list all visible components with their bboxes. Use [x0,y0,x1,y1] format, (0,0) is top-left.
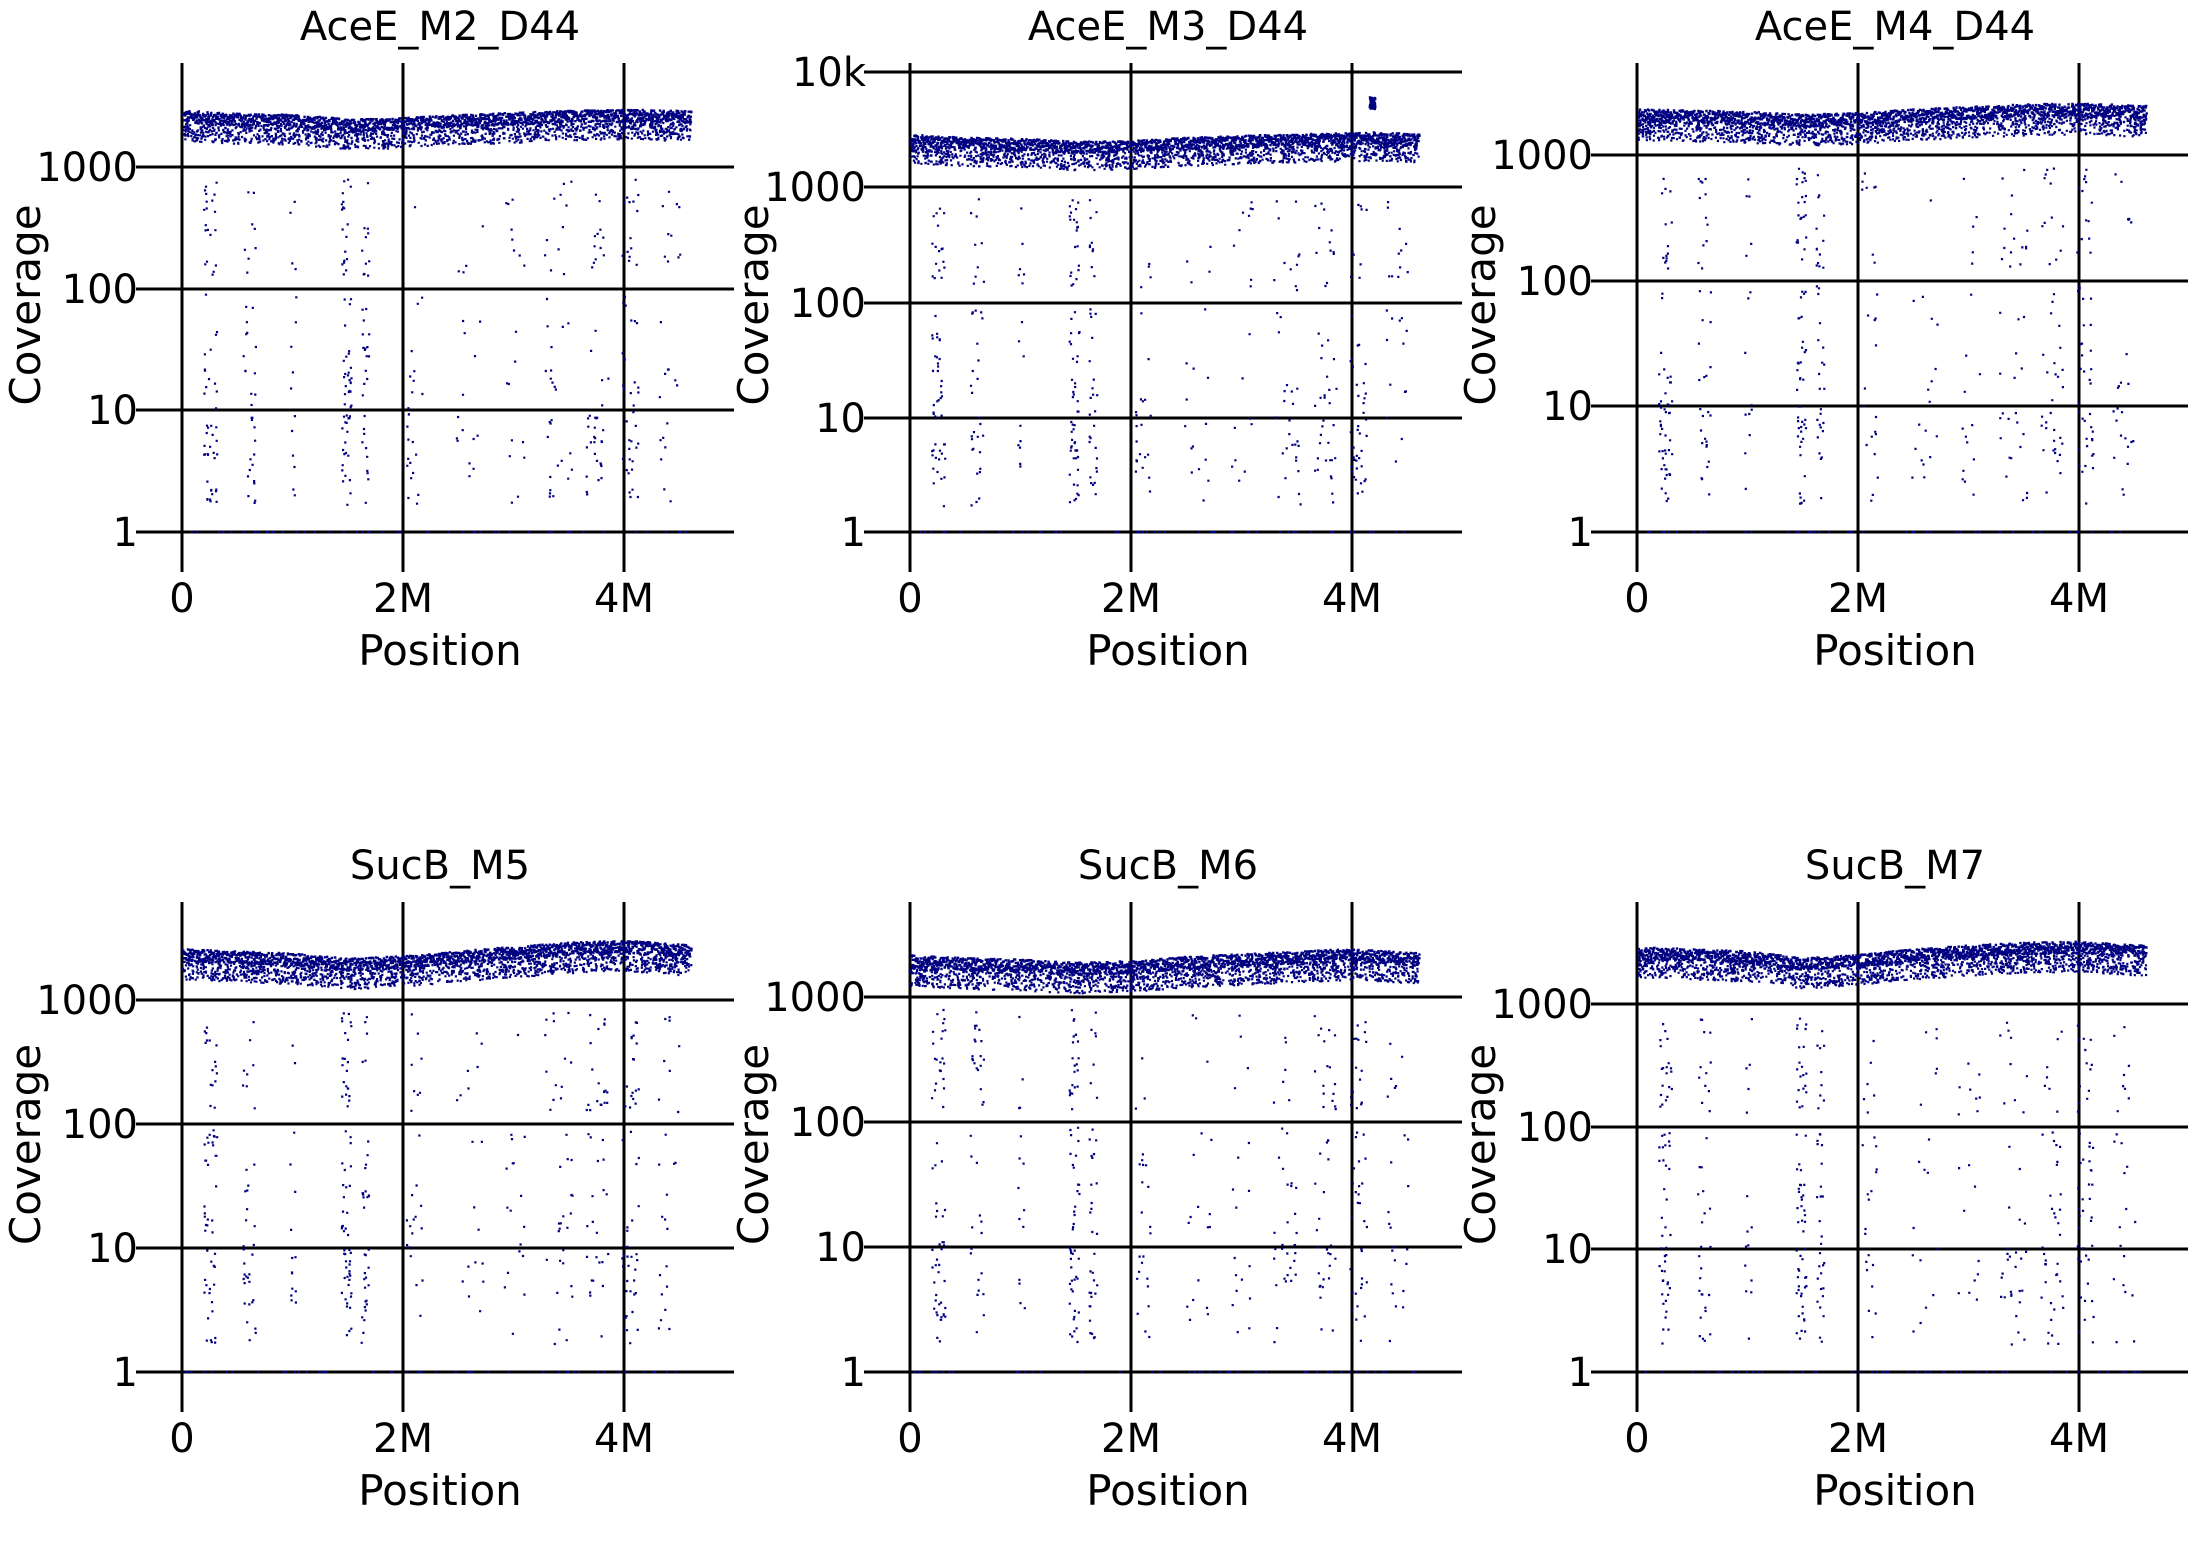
x-tick-label: 4M [594,1416,654,1462]
y-tick-label: 1 [113,510,138,556]
x-tick-label: 0 [169,1416,194,1462]
y-tick-label: 1 [841,1350,866,1396]
y-axis-label: Coverage [1456,204,1505,405]
y-tick-label: 10 [87,388,138,434]
y-tick-label: 10 [1542,384,1593,430]
y-tick-label: 100 [1517,259,1593,305]
y-tick-label: 100 [62,267,138,313]
y-axis-label: Coverage [1,1044,50,1245]
x-tick-label: 4M [1322,1416,1382,1462]
x-tick-label: 0 [1624,1416,1649,1462]
y-axis-label: Coverage [1456,1044,1505,1245]
y-tick-label: 10k [792,50,867,96]
x-axis-label: Position [358,626,522,675]
x-axis-label: Position [1813,1466,1977,1515]
panel-title: AceE_M2_D44 [300,4,580,50]
x-axis-label: Position [1813,626,1977,675]
x-tick-label: 4M [2049,1416,2109,1462]
y-tick-label: 10 [1542,1227,1593,1273]
y-tick-label: 100 [790,1100,866,1146]
x-tick-label: 0 [1624,576,1649,622]
y-tick-label: 1000 [764,975,866,1021]
x-axis-label: Position [1086,1466,1250,1515]
coverage-points [910,96,1421,534]
x-tick-label: 0 [169,576,194,622]
panel-title: SucB_M6 [1078,843,1258,889]
panel-title: SucB_M7 [1805,843,1985,889]
x-tick-label: 0 [897,1416,922,1462]
y-tick-label: 1000 [1491,133,1593,179]
y-tick-label: 100 [790,281,866,327]
y-tick-label: 1000 [764,165,866,211]
x-axis-label: Position [1086,626,1250,675]
y-tick-label: 1000 [36,145,138,191]
x-tick-label: 0 [897,576,922,622]
panel-5: SucB_M7 1 10 100 1000 0 2M 4M Position Coverage [1456,843,2188,1515]
y-tick-label: 10 [815,1225,866,1271]
x-tick-label: 4M [2049,576,2109,622]
panel-title: AceE_M3_D44 [1028,4,1308,50]
y-tick-label: 1000 [36,978,138,1024]
x-axis-label: Position [358,1466,522,1515]
y-axis-label: Coverage [729,1044,778,1245]
x-tick-label: 2M [373,1416,433,1462]
panel-title: AceE_M4_D44 [1755,4,2035,50]
x-tick-label: 2M [1828,1416,1888,1462]
scatter-points [910,96,1421,534]
x-tick-label: 4M [1322,576,1382,622]
panel-0: AceE_M2_D44 1 10 100 1000 0 2M 4M Position Covera… [1,4,734,675]
y-tick-label: 1 [1568,1350,1593,1396]
x-tick-label: 2M [1101,1416,1161,1462]
panel-2: AceE_M4_D44 1 10 100 1000 0 2M 4M Position Covera… [1456,4,2188,675]
y-tick-label: 10 [815,396,866,442]
x-tick-label: 4M [594,576,654,622]
y-axis-label: Coverage [729,204,778,405]
y-axis-label: Coverage [1,204,50,405]
y-tick-label: 100 [62,1102,138,1148]
panel-1: AceE_M3_D44 1 10 100 1000 10k 0 2M 4M Position Cov… [729,4,1462,675]
y-tick-label: 1 [113,1350,138,1396]
y-tick-label: 100 [1517,1105,1593,1151]
panel-4: SucB_M6 1 10 100 1000 0 2M 4M Position Coverage [729,843,1462,1515]
panel-3: SucB_M5 1 10 100 1000 0 2M 4M Position Coverage [1,843,734,1515]
y-tick-label: 1000 [1491,982,1593,1028]
y-tick-label: 1 [1568,510,1593,556]
x-tick-label: 2M [373,576,433,622]
panel-title: SucB_M5 [350,843,530,889]
x-tick-label: 2M [1101,576,1161,622]
x-tick-label: 2M [1828,576,1888,622]
y-tick-label: 10 [87,1226,138,1272]
y-tick-label: 1 [841,510,866,556]
